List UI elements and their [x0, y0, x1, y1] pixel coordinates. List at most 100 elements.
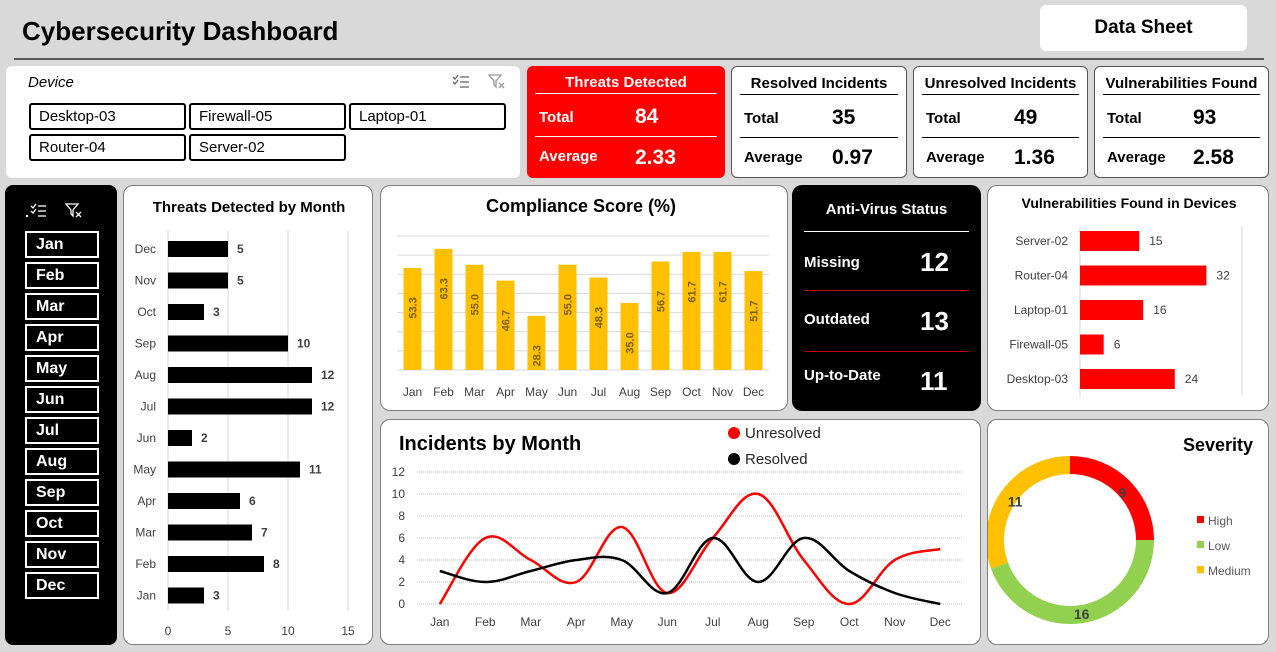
data-label: 6: [1114, 338, 1121, 352]
kpi-vulnerabilities-found: Vulnerabilities Found Total 93 Average 2…: [1094, 66, 1269, 178]
category-label: Jul: [705, 615, 720, 629]
multi-select-icon[interactable]: [25, 203, 47, 219]
bar: [168, 367, 312, 383]
month-item-dec[interactable]: Dec: [25, 572, 99, 599]
legend-label: Medium: [1208, 564, 1251, 578]
category-label: Jan: [137, 589, 156, 603]
device-item-laptop-01[interactable]: Laptop-01: [349, 103, 506, 130]
category-label: Nov: [884, 615, 905, 629]
category-label: Feb: [135, 557, 156, 571]
category-label: Laptop-01: [1014, 303, 1068, 317]
bar: [589, 277, 608, 370]
data-label: 61.7: [687, 281, 699, 302]
bar: [168, 241, 228, 257]
category-label: Jun: [137, 431, 156, 445]
kpi-unresolved-average: 1.36: [1014, 146, 1055, 169]
category-label: Sep: [793, 615, 815, 629]
kpi-unresolved-title: Unresolved Incidents: [924, 75, 1077, 92]
slice-low: [991, 539, 1154, 624]
bar: [168, 587, 204, 604]
category-label: Jul: [141, 400, 156, 414]
bar: [168, 272, 228, 289]
month-item-oct[interactable]: Oct: [25, 510, 99, 537]
device-item-router-04[interactable]: Router-04: [29, 134, 186, 161]
category-label: Server-02: [1015, 234, 1068, 248]
month-item-aug[interactable]: Aug: [25, 448, 99, 475]
category-label: Aug: [135, 368, 156, 382]
data-sheet-button[interactable]: Data Sheet: [1040, 5, 1247, 51]
bar: [168, 304, 204, 320]
legend-marker: [1197, 541, 1204, 548]
legend-marker: [1197, 516, 1204, 523]
bar: [496, 280, 515, 370]
bar: [168, 335, 288, 352]
bar: [168, 398, 312, 415]
bar: [527, 315, 546, 370]
month-item-mar[interactable]: Mar: [25, 293, 99, 320]
month-item-feb[interactable]: Feb: [25, 262, 99, 289]
data-label: 55.0: [563, 294, 575, 315]
clear-filter-icon[interactable]: [65, 203, 83, 219]
month-item-jul[interactable]: Jul: [25, 417, 99, 444]
kpi-vulnerabilities-average-label: Average: [1107, 149, 1166, 166]
tick-label: 2: [398, 575, 405, 589]
month-item-jun[interactable]: Jun: [25, 386, 99, 413]
kpi-resolved-total: 35: [832, 106, 856, 129]
antivirus-uptodate-value: 11: [920, 366, 948, 396]
page-title: Cybersecurity Dashboard: [22, 16, 339, 46]
month-item-nov[interactable]: Nov: [25, 541, 99, 568]
data-label: 46.7: [501, 310, 513, 331]
data-label: 53.3: [408, 297, 420, 318]
compliance-score-chart: Compliance Score (%) 53.3 Jan 63.3 Feb 55.0 M…: [397, 196, 769, 399]
clear-filter-icon[interactable]: [488, 74, 506, 90]
kpi-threats-average: 2.33: [635, 146, 676, 169]
compliance-score-card: Compliance Score (%) 53.3 Jan 63.3 Feb 55.0 M…: [380, 185, 788, 411]
slice-high: [1069, 456, 1154, 541]
data-label: 8: [273, 557, 280, 571]
legend-marker: [728, 427, 740, 439]
legend-marker: [728, 453, 740, 465]
bar: [168, 430, 192, 446]
legend-label: Resolved: [745, 451, 808, 468]
device-item-firewall-05[interactable]: Firewall-05: [189, 103, 346, 130]
data-label: 6: [249, 494, 256, 508]
device-item-desktop-03[interactable]: Desktop-03: [29, 103, 186, 130]
category-label: Desktop-03: [1007, 372, 1069, 386]
kpi-vulnerabilities-total: 93: [1193, 106, 1217, 129]
device-slicer: Device Desktop-03 Firewall-05 Laptop-01 …: [6, 66, 520, 178]
data-label: 32: [1216, 269, 1230, 283]
tick-label: 0: [398, 597, 405, 611]
kpi-threats-detected: Threats Detected Total 84 Average 2.33: [527, 66, 725, 178]
data-label: 16: [1074, 606, 1090, 622]
legend-label: Low: [1208, 539, 1230, 553]
series-line-resolved: [439, 536, 941, 606]
category-label: Jan: [403, 385, 422, 399]
month-item-sep[interactable]: Sep: [25, 479, 99, 506]
kpi-resolved-average: 0.97: [832, 146, 873, 169]
category-label: Sep: [650, 385, 672, 399]
data-label: 61.7: [718, 281, 730, 302]
category-label: Oct: [137, 305, 156, 319]
tick-label: 4: [398, 553, 405, 567]
category-label: May: [610, 615, 633, 629]
vulns-by-device-card: Vulnerabilities Found in Devices Server-…: [987, 185, 1269, 411]
bar: [465, 264, 484, 370]
data-label: 56.7: [656, 291, 668, 312]
bar: [744, 271, 763, 370]
month-item-apr[interactable]: Apr: [25, 324, 99, 351]
threats-by-month-card: Threats Detected by Month 0 5 10 15 Dec 5 Nov 5…: [123, 185, 373, 645]
antivirus-missing-value: 12: [920, 247, 949, 277]
multi-select-icon[interactable]: [452, 74, 470, 90]
data-label: 12: [321, 368, 335, 382]
category-label: Apr: [137, 494, 156, 508]
vulns-by-device-chart: Vulnerabilities Found in Devices Server-…: [1007, 195, 1243, 396]
category-label: Jun: [558, 385, 577, 399]
data-label: 9: [1118, 485, 1126, 501]
title-divider: [14, 58, 1264, 60]
bar: [1080, 231, 1140, 251]
month-item-jan[interactable]: Jan: [25, 231, 99, 258]
device-item-server-02[interactable]: Server-02: [189, 134, 346, 161]
data-label: 51.7: [749, 300, 761, 321]
month-item-may[interactable]: May: [25, 355, 99, 382]
series-line-unresolved: [438, 492, 941, 606]
